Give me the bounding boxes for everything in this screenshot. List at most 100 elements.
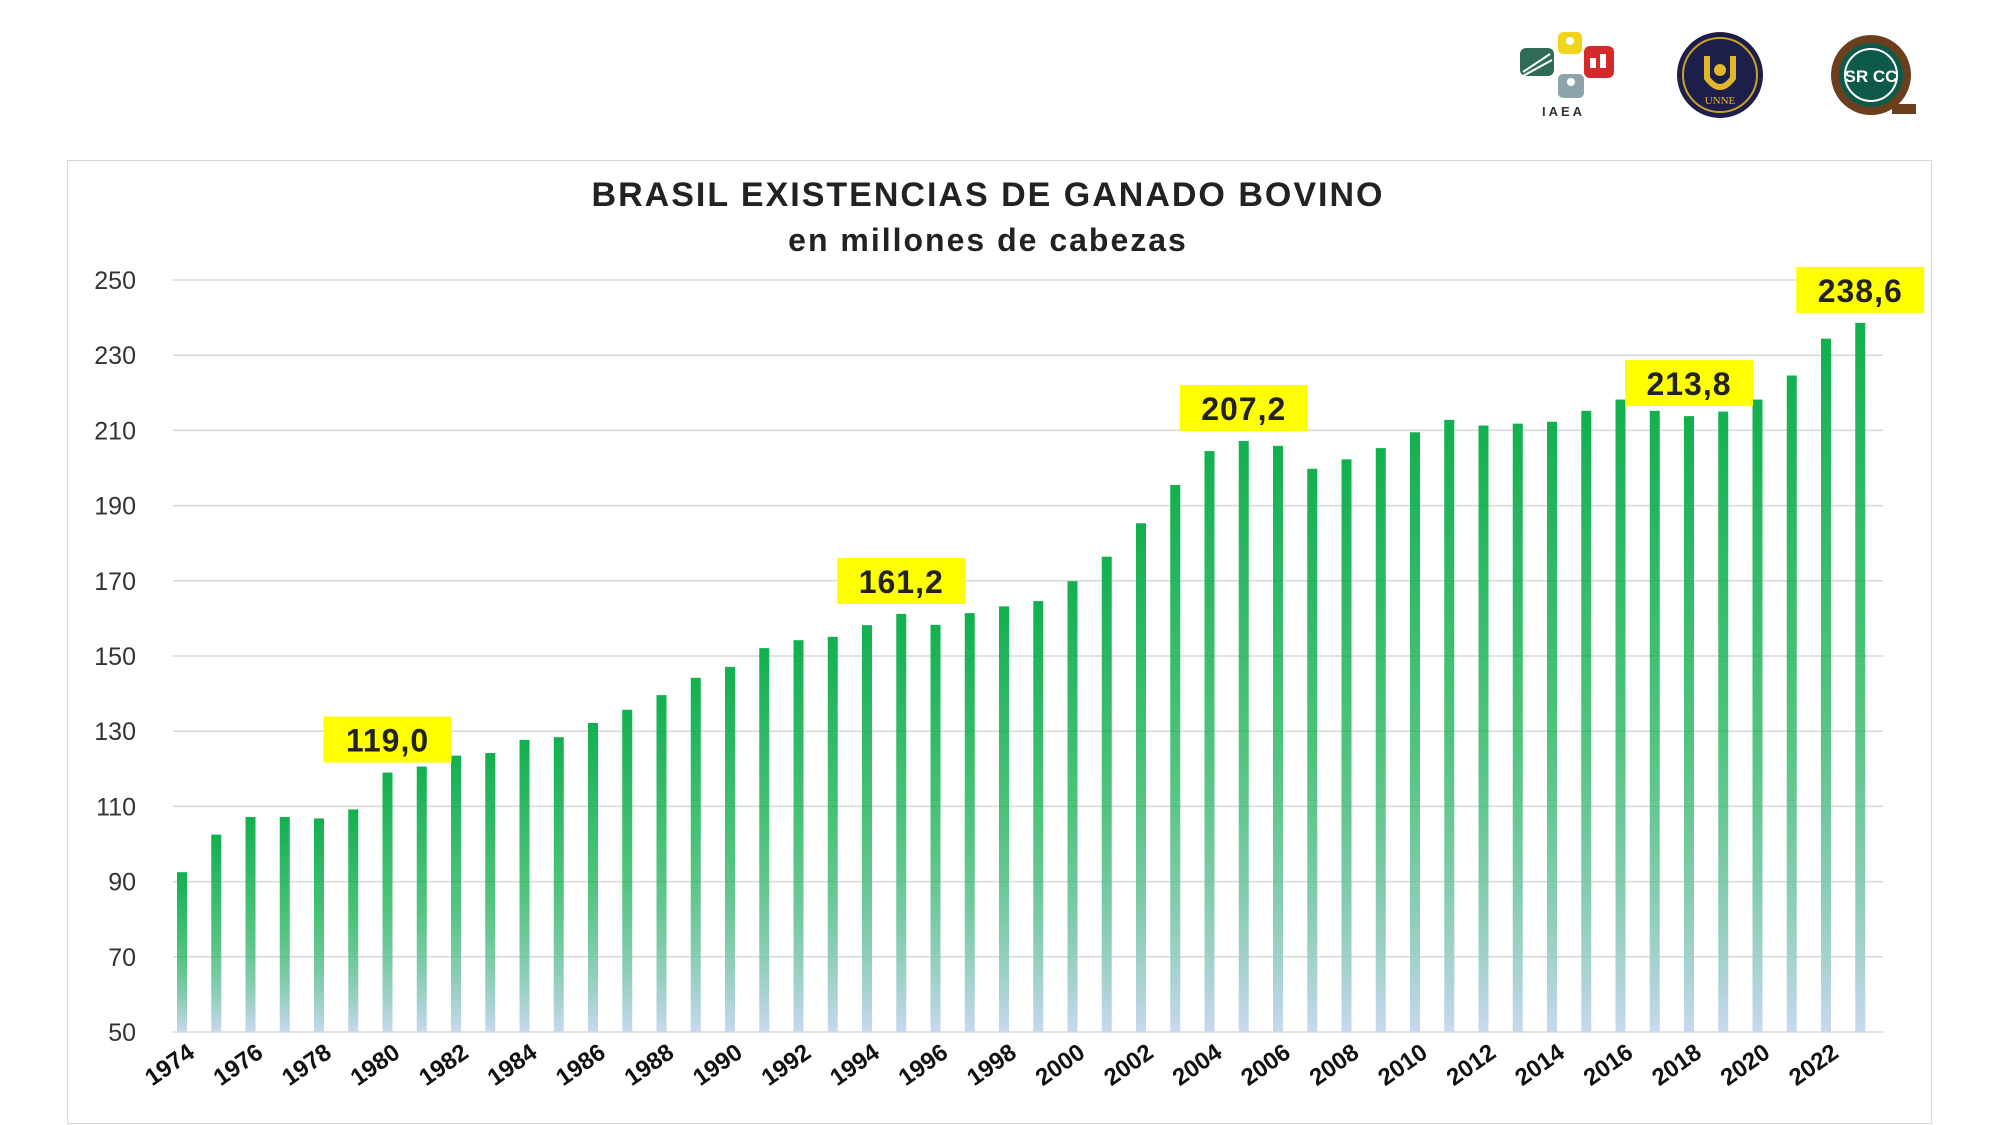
annotation-label: 161,2 [859,564,944,600]
bar [759,648,770,1032]
x-tick-label: 2010 [1373,1039,1432,1092]
value-annotation: 213,8 [1625,360,1753,407]
bar [1478,425,1489,1033]
bar [519,739,530,1032]
bar [964,613,975,1032]
bar [656,695,667,1032]
chart-frame: BRASIL EXISTENCIAS DE GANADO BOVINO en m… [67,160,1932,1124]
value-annotation: 119,0 [323,716,452,763]
bar [1615,399,1626,1032]
annotation-label: 207,2 [1201,391,1286,427]
annotation-highlight [323,716,452,763]
srcc-logo-text: SR CC [1845,67,1898,86]
y-tick-label: 210 [94,417,136,445]
bar [348,809,359,1032]
x-tick-label: 2014 [1510,1038,1570,1091]
bar [1307,468,1318,1032]
unne-logo-text: UNNE [1705,95,1736,107]
srcc-logo: SR CC [1831,35,1916,115]
bar [1273,445,1283,1032]
bar [793,640,804,1032]
x-tick-label: 2018 [1647,1039,1706,1092]
x-tick-label: 1992 [757,1039,816,1092]
logos-group: IAEA UNNE SR CC [1520,32,1916,119]
x-tick-label: 1976 [209,1039,268,1092]
x-tick-label: 1980 [346,1039,405,1092]
y-tick-label: 110 [96,793,136,821]
bar [1512,423,1523,1033]
x-tick-label: 1994 [825,1038,885,1091]
bar [1033,601,1044,1032]
bar [553,737,564,1032]
x-tick-label: 1982 [414,1039,473,1092]
y-tick-label: 250 [94,267,136,295]
bar [1855,322,1866,1032]
x-tick-label: 1996 [894,1039,953,1092]
chart-subtitle: en millones de cabezas [788,222,1188,258]
x-tick-label: 1984 [483,1038,543,1091]
x-tick-label: 2006 [1236,1039,1295,1092]
bar [725,666,735,1032]
x-tick-label: 1998 [962,1039,1021,1092]
y-tick-label: 130 [94,718,136,746]
bar [862,625,872,1032]
annotation-label: 213,8 [1646,366,1731,402]
bar [827,636,838,1032]
bar [1204,451,1215,1033]
bar [690,677,701,1032]
bar [1649,410,1660,1032]
bar [1581,410,1592,1032]
bar [382,772,393,1032]
bar [1375,448,1386,1032]
x-tick-label: 2022 [1784,1039,1843,1092]
annotations: 119,0 161,2 207,2 213,8 238,6 [323,266,1925,763]
bar [1444,419,1455,1032]
annotation-highlight [1796,266,1925,313]
y-tick-label: 230 [94,342,136,370]
value-annotation: 238,6 [1796,266,1925,313]
bar [588,722,598,1032]
y-tick-label: 190 [94,493,136,521]
x-tick-label: 1986 [551,1039,610,1092]
x-axis-ticks: 1974 1976 1978 1980 1982 1984 1986 1988 1990 1992… [140,1038,1843,1091]
bar [930,624,941,1032]
bar [896,613,907,1032]
bar [1341,459,1352,1032]
bar [416,766,427,1032]
bar [1684,416,1694,1032]
value-annotation: 207,2 [1179,384,1308,431]
annotation-highlight [1179,384,1308,431]
y-tick-label: 90 [108,869,136,897]
x-tick-label: 2020 [1716,1039,1775,1092]
x-tick-label: 2008 [1305,1039,1364,1092]
bar [1101,556,1112,1032]
bar [999,606,1009,1032]
y-axis-ticks: 50 70 90 110 130 150 170 190 210 230 250 [94,267,136,1047]
bar [1821,338,1831,1032]
x-tick-label: 2004 [1168,1038,1228,1091]
bar [1786,375,1797,1032]
x-tick-label: 1978 [277,1039,336,1092]
bar-chart: BRASIL EXISTENCIAS DE GANADO BOVINO en m… [94,176,1925,1092]
iaea-logo-text: IAEA [1542,104,1585,119]
y-tick-label: 150 [94,643,136,671]
bar [622,709,633,1032]
bar [1238,440,1249,1033]
x-tick-label: 1974 [140,1038,200,1091]
bar [314,818,324,1032]
value-annotation: 161,2 [837,557,966,604]
annotation-label: 238,6 [1818,273,1903,309]
bar [1547,421,1557,1032]
bar [211,834,222,1032]
chart-title: BRASIL EXISTENCIAS DE GANADO BOVINO [592,176,1385,214]
y-tick-label: 170 [94,568,136,596]
bar [1170,484,1181,1032]
x-tick-label: 2002 [1099,1039,1158,1092]
bar [1136,523,1146,1032]
iaea-logo: IAEA [1520,32,1614,119]
bar [1410,432,1420,1032]
unne-logo: UNNE [1677,32,1763,118]
bar [1718,411,1729,1033]
annotation-highlight [837,557,966,604]
x-tick-label: 2016 [1579,1039,1638,1092]
